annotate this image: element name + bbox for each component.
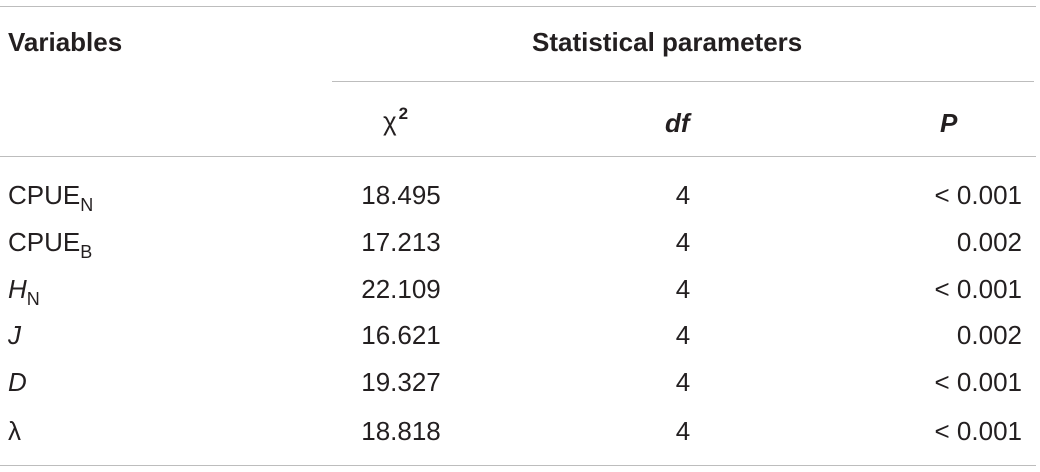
cell-df: 4 — [675, 416, 691, 446]
header-p: P — [940, 108, 958, 138]
header-variables: Variables — [8, 27, 123, 57]
row-label: HN — [8, 274, 40, 309]
cell-df: 4 — [675, 227, 691, 257]
row-label-main: H — [8, 274, 27, 304]
row-label-main: D — [8, 367, 27, 397]
row-label-sub: B — [80, 242, 93, 262]
row-label: λ — [8, 416, 21, 449]
cell-chi2: 18.495 — [361, 180, 441, 210]
row-label-main: CPUE — [8, 227, 81, 257]
cell-p: < 0.001 — [934, 367, 1022, 397]
row-label-main: CPUE — [8, 180, 81, 210]
cell-chi2: 17.213 — [361, 227, 441, 257]
row-label: D — [8, 367, 27, 400]
cell-p: < 0.001 — [934, 180, 1022, 210]
cell-df: 4 — [675, 320, 691, 350]
header-statistical-parameters: Statistical parameters — [532, 27, 803, 57]
row-label-main: J — [8, 320, 21, 350]
cell-p: < 0.001 — [934, 274, 1022, 304]
row-label: CPUEB — [8, 227, 93, 262]
cell-df: 4 — [675, 367, 691, 397]
header-group-rule — [332, 81, 1034, 82]
cell-chi2: 19.327 — [361, 367, 441, 397]
table-bottom-rule — [0, 465, 1036, 466]
table-top-rule — [0, 6, 1036, 7]
row-label-sub: N — [80, 195, 94, 215]
cell-chi2: 22.109 — [361, 274, 441, 304]
cell-p: < 0.001 — [934, 416, 1022, 446]
cell-p: 0.002 — [956, 320, 1022, 350]
row-label-sub: N — [26, 289, 40, 309]
chi-symbol: χ — [383, 106, 397, 136]
row-label-main: λ — [8, 416, 21, 446]
row-label: CPUEN — [8, 180, 94, 215]
cell-df: 4 — [675, 274, 691, 304]
cell-chi2: 18.818 — [361, 416, 441, 446]
cell-p: 0.002 — [956, 227, 1022, 257]
cell-chi2: 16.621 — [361, 320, 441, 350]
cell-df: 4 — [675, 180, 691, 210]
header-df: df — [665, 108, 690, 138]
row-label: J — [8, 320, 21, 353]
header-bottom-rule — [0, 156, 1036, 157]
chi-superscript: 2 — [398, 104, 409, 123]
